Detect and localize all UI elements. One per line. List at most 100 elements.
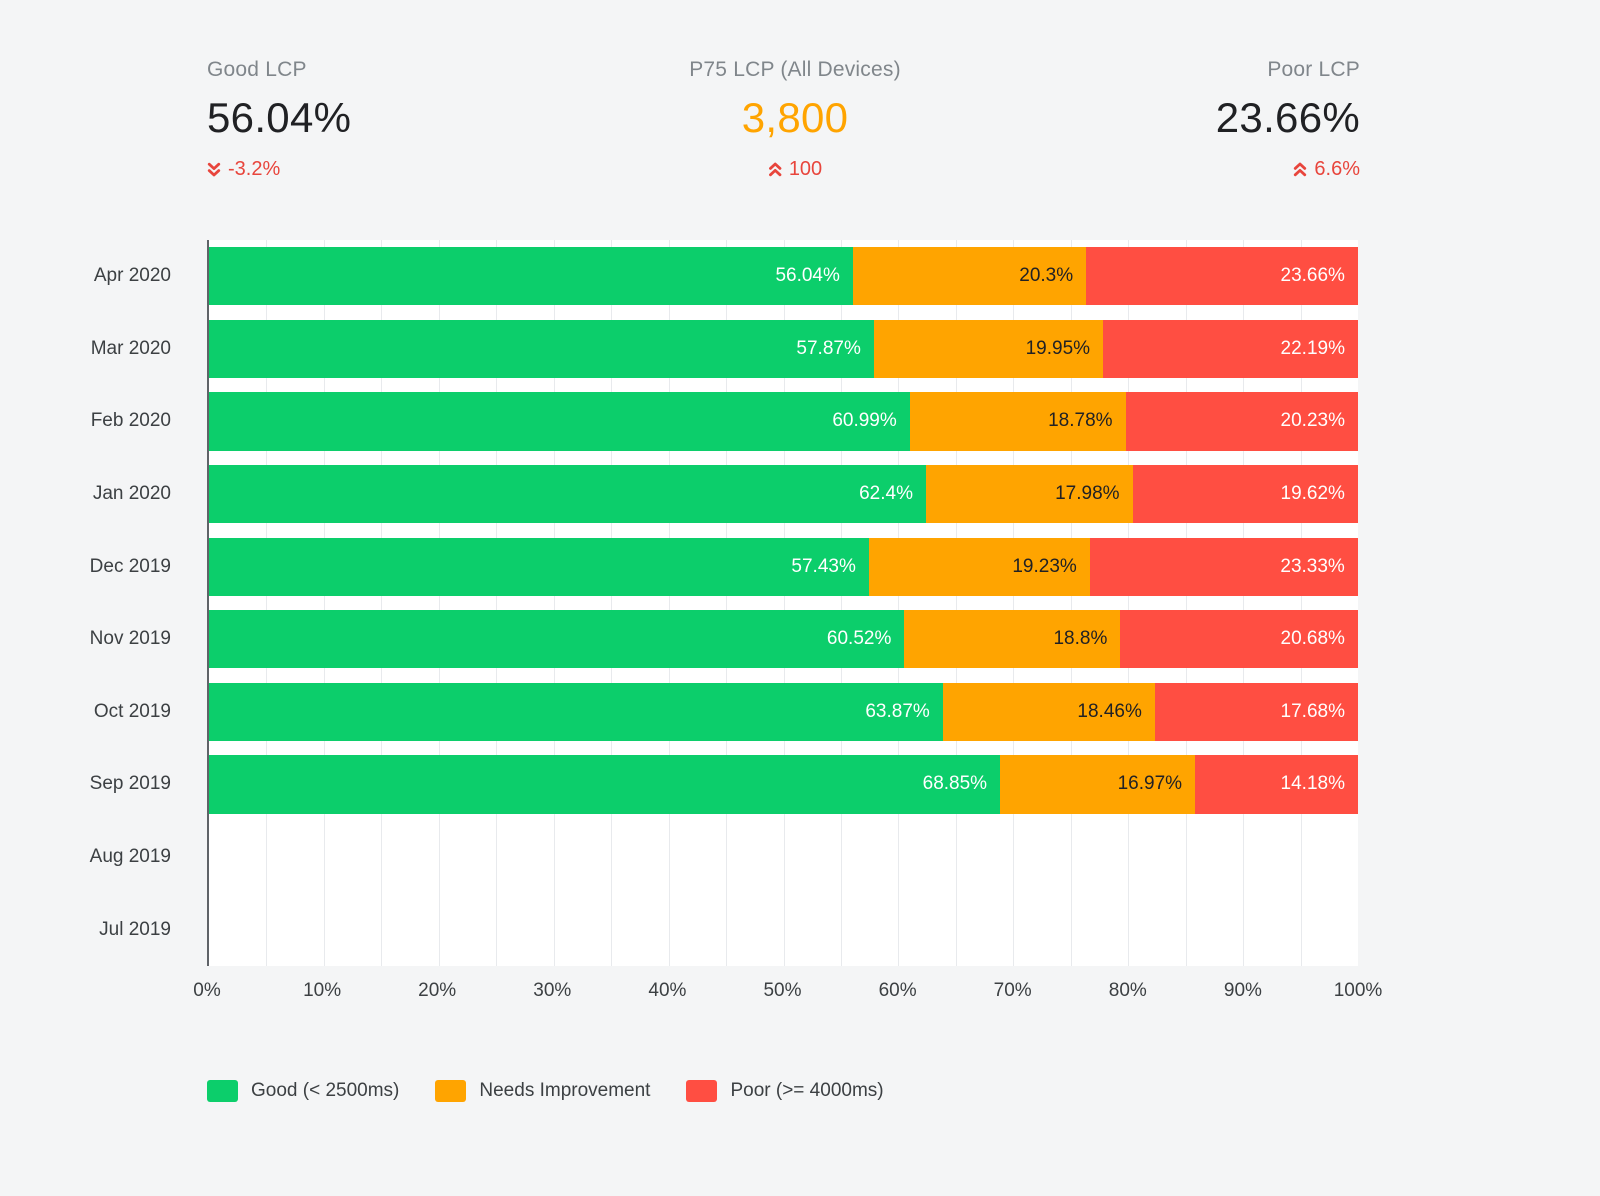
legend-label: Needs Improvement: [479, 1080, 651, 1101]
gridline: [496, 240, 498, 966]
gridline: [611, 240, 613, 966]
x-axis-tick: 60%: [878, 980, 917, 1001]
gridline: [1128, 240, 1130, 966]
kpi-delta: -3.2%: [207, 158, 351, 181]
gridline: [783, 240, 785, 966]
bar-segment[interactable]: 19.62%: [1132, 465, 1358, 524]
gridline: [1070, 240, 1072, 966]
legend-item[interactable]: Needs Improvement: [435, 1080, 650, 1102]
kpi-p75-lcp: P75 LCP (All Devices) 3,800 100: [689, 58, 901, 181]
kpi-delta: 6.6%: [1216, 158, 1360, 181]
kpi-value: 23.66%: [1215, 94, 1360, 141]
y-axis-label: Feb 2020: [90, 410, 171, 432]
gridline: [323, 240, 325, 966]
bar-row: 68.85% 16.97% 14.18%: [209, 748, 1358, 821]
bar-segment[interactable]: 17.98%: [925, 465, 1133, 524]
legend: Good (< 2500ms) Needs Improvement Poor (>=…: [207, 1080, 884, 1102]
bar-row: 56.04% 20.3% 23.66%: [209, 240, 1358, 313]
gridline: [898, 240, 900, 966]
gridline: [1243, 240, 1245, 966]
gridline: [840, 240, 842, 966]
bar-segment[interactable]: 18.8%: [904, 610, 1121, 669]
bar-segment[interactable]: 17.68%: [1154, 682, 1358, 741]
x-axis-tick: 0%: [193, 980, 221, 1001]
bar-row: 63.87% 18.46% 17.68%: [209, 676, 1358, 749]
bar-segment[interactable]: 20.23%: [1125, 392, 1358, 451]
bar-row: 57.87% 19.95% 22.19%: [209, 313, 1358, 386]
bar-row: 60.99% 18.78% 20.23%: [209, 385, 1358, 458]
bar-segment[interactable]: 60.99%: [209, 392, 910, 451]
bar-segment[interactable]: 18.46%: [942, 682, 1155, 741]
gridline: [668, 240, 670, 966]
bar-segment[interactable]: 63.87%: [209, 682, 943, 741]
gridline: [438, 240, 440, 966]
x-axis-tick: 20%: [418, 980, 457, 1001]
kpi-value: 3,800: [741, 94, 849, 141]
bar-segment[interactable]: 18.78%: [909, 392, 1126, 451]
legend-swatch: [207, 1080, 238, 1102]
bar-segment[interactable]: 20.68%: [1120, 610, 1358, 669]
bar-segment[interactable]: 16.97%: [1000, 755, 1196, 814]
kpi-delta-value: 100: [788, 158, 823, 180]
bar-row: 57.43% 19.23% 23.33%: [209, 530, 1358, 603]
bar-segment[interactable]: 23.33%: [1089, 537, 1358, 596]
bar-segment[interactable]: 19.95%: [873, 319, 1104, 378]
y-axis-label: Mar 2020: [90, 337, 171, 359]
y-axis-label: Oct 2019: [93, 700, 171, 722]
plot-area: 56.04% 20.3% 23.66% 57.87% 19.95% 22.19% 60.99…: [207, 240, 1358, 966]
bar-segment[interactable]: 56.04%: [209, 247, 853, 306]
gridline: [1185, 240, 1187, 966]
bar-segment[interactable]: 62.4%: [209, 465, 926, 524]
bar-segment[interactable]: 68.85%: [209, 755, 1001, 814]
x-axis-tick: 90%: [1223, 980, 1262, 1001]
legend-label: Good (< 2500ms): [251, 1080, 400, 1101]
gridline: [1300, 240, 1302, 966]
x-axis-tick: 40%: [648, 980, 687, 1001]
gridline: [726, 240, 728, 966]
x-axis-tick: 10%: [303, 980, 342, 1001]
kpi-value: 56.04%: [207, 94, 352, 141]
y-axis-label: Aug 2019: [89, 846, 171, 868]
kpi-poor-lcp: Poor LCP 23.66% 6.6%: [1216, 58, 1360, 181]
x-axis-tick: 100%: [1333, 980, 1383, 1001]
bar-segment[interactable]: 60.52%: [209, 610, 905, 669]
bar-segment[interactable]: 22.19%: [1103, 319, 1358, 378]
gridline: [1013, 240, 1015, 966]
bar-segment[interactable]: 57.43%: [209, 537, 869, 596]
bar-segment[interactable]: 19.23%: [868, 537, 1090, 596]
arrow-up-icon: [768, 161, 782, 178]
kpi-label: P75 LCP (All Devices): [689, 58, 901, 81]
bar-row: [209, 821, 1358, 894]
kpi-delta-value: 6.6%: [1314, 158, 1360, 180]
legend-swatch: [686, 1080, 718, 1102]
kpi-delta-value: -3.2%: [228, 158, 281, 180]
bar-segment[interactable]: 57.87%: [209, 319, 874, 378]
gridline: [381, 240, 383, 966]
bar-row: [209, 893, 1358, 966]
bar-row: 60.52% 18.8% 20.68%: [209, 603, 1358, 676]
gridline: [553, 240, 555, 966]
legend-label: Poor (>= 4000ms): [730, 1080, 884, 1101]
arrow-up-icon: [1293, 161, 1307, 178]
arrow-down-icon: [207, 161, 221, 178]
gridline: [955, 240, 957, 966]
y-axis-label: Jul 2019: [99, 918, 171, 940]
y-axis-label: Nov 2019: [89, 628, 171, 650]
gridline: [266, 240, 268, 966]
x-axis-tick: 70%: [993, 980, 1032, 1001]
y-axis-label: Apr 2020: [93, 265, 171, 287]
kpi-label: Good LCP: [207, 58, 307, 81]
bar-segment[interactable]: 20.3%: [852, 247, 1087, 306]
kpi-delta: 100: [689, 158, 901, 181]
x-axis-tick: 30%: [533, 980, 572, 1001]
y-axis-label: Sep 2019: [89, 773, 171, 795]
bar-segment[interactable]: 23.66%: [1086, 247, 1358, 306]
kpi-label: Poor LCP: [1267, 58, 1360, 81]
kpi-good-lcp: Good LCP 56.04% -3.2%: [207, 58, 351, 181]
bar-segment[interactable]: 14.18%: [1195, 755, 1358, 814]
bar-row: 62.4% 17.98% 19.62%: [209, 458, 1358, 531]
legend-item[interactable]: Good (< 2500ms): [207, 1080, 399, 1102]
legend-swatch: [435, 1080, 467, 1102]
legend-item[interactable]: Poor (>= 4000ms): [686, 1080, 884, 1102]
